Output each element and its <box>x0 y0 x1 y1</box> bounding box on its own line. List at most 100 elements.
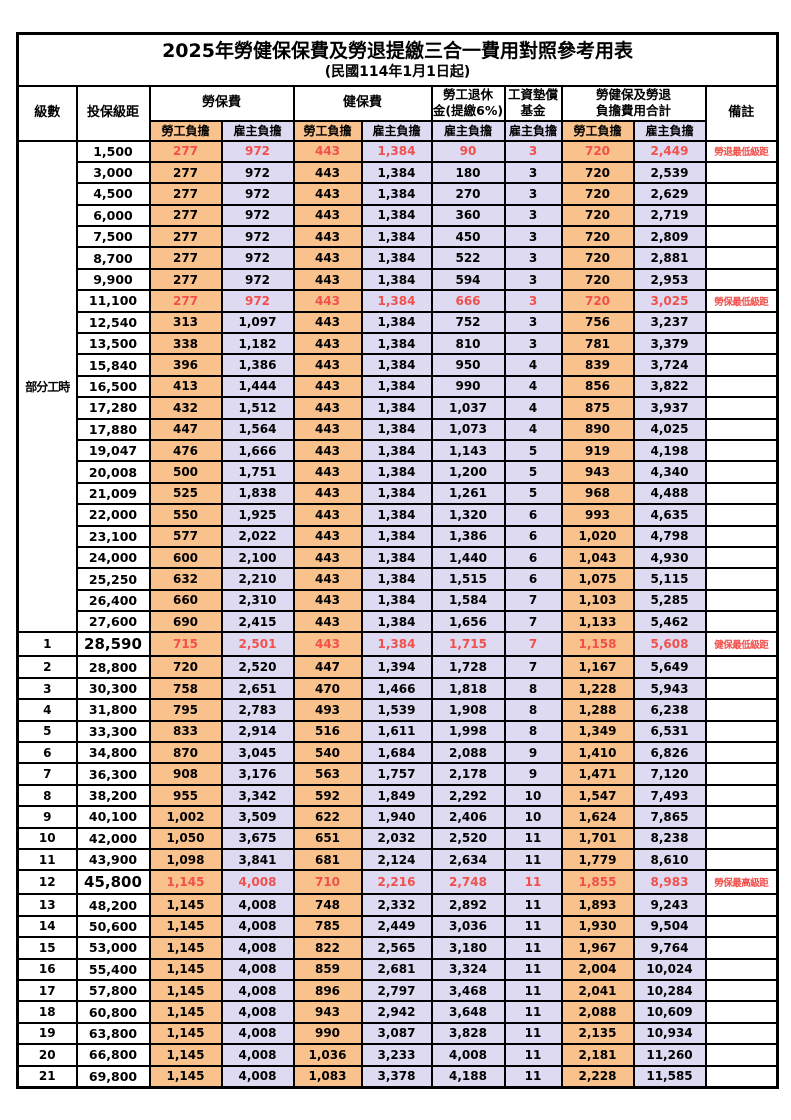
cell-labor_self: 1,145 <box>148 1064 223 1089</box>
table-row: 13,500 338 1,182 443 1,384 810 3 781 3,379 <box>18 331 779 356</box>
cell-health_self: 443 <box>292 160 363 185</box>
cell-health_self: 990 <box>292 1021 363 1046</box>
cell-health_emp: 1,384 <box>360 374 433 399</box>
cell-labor_self: 277 <box>148 139 223 163</box>
cell-health_emp: 1,384 <box>360 160 433 185</box>
table-row: 3 30,300 758 2,651 470 1,466 1,818 8 1,228 5,943 <box>16 676 779 701</box>
cell-salary: 23,100 <box>75 524 151 548</box>
cell-total_self: 2,041 <box>560 978 635 1003</box>
table-row: 27,600 690 2,415 443 1,384 1,656 7 1,133 5,462 <box>18 610 779 634</box>
cell-pension: 4,008 <box>430 1043 506 1067</box>
header-row-sub: 勞工負擔 雇主負擔 勞工負擔 雇主負擔 雇主負擔 雇主負擔 勞工負擔 雇主負擔 <box>18 119 778 142</box>
cell-labor_self: 1,145 <box>148 914 223 939</box>
subheader-wagefund-employer: 雇主負擔 <box>503 119 563 142</box>
cell-level: 17 <box>16 978 78 1003</box>
cell-health_self: 447 <box>292 655 363 679</box>
cell-health_emp: 1,849 <box>360 783 433 808</box>
cell-health_self: 443 <box>292 524 363 548</box>
cell-salary: 15,840 <box>75 353 151 377</box>
cell-health_emp: 1,539 <box>360 698 433 722</box>
cell-wage_fund: 11 <box>503 978 563 1003</box>
cell-wage_fund: 4 <box>503 374 563 399</box>
cell-total_self: 1,043 <box>560 545 635 570</box>
cell-total_self: 1,779 <box>560 847 635 872</box>
cell-total_self: 1,103 <box>560 588 635 613</box>
table-row: 25,250 632 2,210 443 1,384 1,515 6 1,075 5,115 <box>18 567 779 591</box>
subheader-health-employee: 勞工負擔 <box>292 119 363 142</box>
cell-salary: 25,250 <box>75 567 151 591</box>
cell-pension: 2,892 <box>430 893 506 917</box>
cell-health_self: 443 <box>292 246 363 270</box>
cell-labor_emp: 972 <box>220 267 295 292</box>
cell-health_emp: 1,384 <box>360 631 433 658</box>
cell-labor_emp: 4,008 <box>220 869 295 896</box>
cell-health_self: 443 <box>292 631 363 658</box>
cell-pension: 3,036 <box>430 914 506 939</box>
cell-labor_self: 277 <box>148 267 223 292</box>
cell-total_self: 1,133 <box>560 610 635 634</box>
cell-health_self: 443 <box>292 396 363 420</box>
cell-health_self: 681 <box>292 847 363 872</box>
cell-health_emp: 1,384 <box>360 310 433 335</box>
cell-remark <box>704 438 779 463</box>
cell-remark <box>704 310 779 335</box>
cell-labor_emp: 972 <box>220 246 295 270</box>
cell-health_emp: 2,332 <box>360 893 433 917</box>
cell-labor_emp: 1,182 <box>220 331 295 356</box>
cell-health_self: 443 <box>292 417 363 441</box>
cell-health_emp: 1,384 <box>360 503 433 527</box>
cell-remark <box>704 203 779 228</box>
cell-wage_fund: 5 <box>503 438 563 463</box>
cell-total_self: 720 <box>560 267 635 292</box>
cell-total_self: 1,228 <box>560 676 635 701</box>
cell-total_self: 943 <box>560 460 635 484</box>
cell-labor_emp: 4,008 <box>220 936 295 960</box>
table-row: 7 36,300 908 3,176 563 1,757 2,178 9 1,471 7,120 <box>16 762 779 786</box>
cell-labor_self: 277 <box>148 289 223 313</box>
cell-salary: 12,540 <box>75 310 151 335</box>
cell-pension: 1,440 <box>430 545 506 570</box>
cell-salary: 53,000 <box>75 936 151 960</box>
cell-health_self: 1,083 <box>292 1064 363 1089</box>
cell-labor_emp: 1,564 <box>220 417 295 441</box>
cell-salary: 21,009 <box>75 481 151 506</box>
cell-wage_fund: 11 <box>503 957 563 981</box>
cell-total_emp: 7,493 <box>632 783 707 808</box>
cell-health_emp: 1,384 <box>360 331 433 356</box>
cell-wage_fund: 6 <box>503 524 563 548</box>
cell-labor_emp: 2,310 <box>220 588 295 613</box>
cell-remark <box>704 225 779 249</box>
cell-total_emp: 2,953 <box>632 267 707 292</box>
cell-wage_fund: 3 <box>503 267 563 292</box>
cell-total_emp: 3,937 <box>632 396 707 420</box>
cell-health_self: 443 <box>292 481 363 506</box>
cell-level: 18 <box>16 1000 78 1024</box>
cell-wage_fund: 10 <box>503 783 563 808</box>
cell-health_self: 443 <box>292 225 363 249</box>
cell-salary: 28,590 <box>75 631 151 658</box>
cell-wage_fund: 11 <box>503 826 563 851</box>
cell-remark <box>704 741 779 765</box>
cell-pension: 2,088 <box>430 741 506 765</box>
cell-salary: 38,200 <box>75 783 151 808</box>
cell-salary: 16,500 <box>75 374 151 399</box>
cell-wage_fund: 4 <box>503 353 563 377</box>
cell-total_emp: 2,881 <box>632 246 707 270</box>
cell-wage_fund: 11 <box>503 936 563 960</box>
cell-remark <box>704 1064 779 1089</box>
cell-wage_fund: 11 <box>503 1064 563 1089</box>
cell-labor_emp: 3,675 <box>220 826 295 851</box>
table-row: 部分工時 1,500 277 972 443 1,384 90 3 720 2,449 勞退最低級距 <box>16 139 779 634</box>
table-row: 16,500 413 1,444 443 1,384 990 4 856 3,822 <box>18 374 779 399</box>
cell-remark <box>704 936 779 960</box>
cell-level: 7 <box>16 762 78 786</box>
cell-health_emp: 1,611 <box>360 719 433 744</box>
cell-level: 13 <box>16 893 78 917</box>
cell-wage_fund: 6 <box>503 567 563 591</box>
cell-salary: 1,500 <box>75 139 151 163</box>
cell-total_self: 1,624 <box>560 805 635 829</box>
cell-salary: 19,047 <box>75 438 151 463</box>
cell-health_self: 592 <box>292 783 363 808</box>
cell-health_self: 785 <box>292 914 363 939</box>
cell-wage_fund: 3 <box>503 246 563 270</box>
